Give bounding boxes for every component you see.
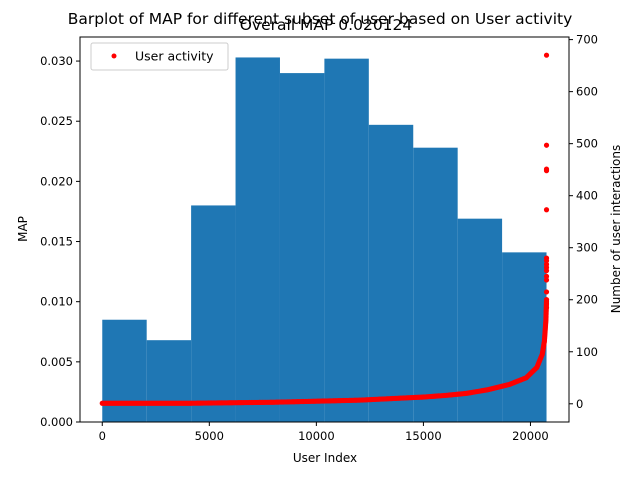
y2-tick-label-0: 0 <box>576 397 583 411</box>
activity-outlier-1 <box>543 142 550 148</box>
y2-tick-label-2: 200 <box>576 293 598 307</box>
legend-marker <box>111 53 117 59</box>
bars-layer <box>102 57 547 422</box>
activity-outlier-10 <box>543 273 550 279</box>
activity-outlier-6 <box>543 258 550 264</box>
y2-tick-label-5: 500 <box>576 137 598 151</box>
x-tick-label-4: 20000 <box>512 429 549 443</box>
activity-outlier-15 <box>543 304 550 311</box>
activity-outlier-11 <box>543 277 550 283</box>
y-tick-label-1: 0.005 <box>40 355 73 369</box>
bar-2 <box>191 205 236 422</box>
y-axis-right: 0 100 200 300 400 500 600 700 <box>569 33 598 411</box>
x-tick-label-0: 0 <box>99 429 106 443</box>
y2-tick-label-3: 300 <box>576 241 598 255</box>
y2-tick-label-1: 100 <box>576 345 598 359</box>
y-tick-label-4: 0.020 <box>40 174 73 188</box>
y2-tick-label-6: 600 <box>576 85 598 99</box>
activity-outlier-12 <box>543 289 550 295</box>
activity-outlier-9 <box>543 268 550 274</box>
y2-tick-label-7: 700 <box>576 33 598 47</box>
x-axis-label: User Index <box>293 451 357 465</box>
series-layer <box>99 52 550 406</box>
y2-tick-label-4: 400 <box>576 189 598 203</box>
x-tick-label-3: 15000 <box>405 429 442 443</box>
y-axis-label: MAP <box>16 216 30 242</box>
bar-7 <box>413 147 458 422</box>
y-tick-label-6: 0.030 <box>40 54 73 68</box>
x-tick-label-2: 10000 <box>298 429 335 443</box>
activity-outlier-3 <box>543 168 550 174</box>
y-tick-label-0: 0.000 <box>40 415 73 429</box>
legend-box <box>90 42 229 71</box>
bar-4 <box>279 73 325 422</box>
activity-outlier-4 <box>543 207 550 213</box>
activity-outlier-13 <box>543 297 550 303</box>
x-tick-label-1: 5000 <box>195 429 224 443</box>
activity-outlier-14 <box>543 301 550 307</box>
bar-1 <box>146 340 192 422</box>
plot-frame <box>79 36 570 423</box>
y-tick-label-3: 0.015 <box>40 235 73 249</box>
legend: User activity <box>90 42 229 71</box>
bar-6 <box>368 124 414 422</box>
bar-9 <box>502 252 547 422</box>
y-axis-left: 0.000 0.005 0.010 0.015 0.020 0.025 0.030 <box>40 54 80 429</box>
x-axis: 0 5000 10000 15000 20000 <box>99 422 549 443</box>
bar-0 <box>102 319 147 422</box>
chart-title: Overall MAP 0.020124 <box>240 16 413 34</box>
bar-3 <box>235 57 280 422</box>
chart-suptitle: Barplot of MAP for different subset of u… <box>68 10 573 28</box>
y2-axis-label: Number of user interactions <box>609 145 623 314</box>
y-tick-label-2: 0.010 <box>40 295 73 309</box>
y-tick-label-5: 0.025 <box>40 114 73 128</box>
activity-outlier-0 <box>543 52 550 58</box>
legend-label: User activity <box>135 49 214 64</box>
bar-5 <box>324 58 369 422</box>
